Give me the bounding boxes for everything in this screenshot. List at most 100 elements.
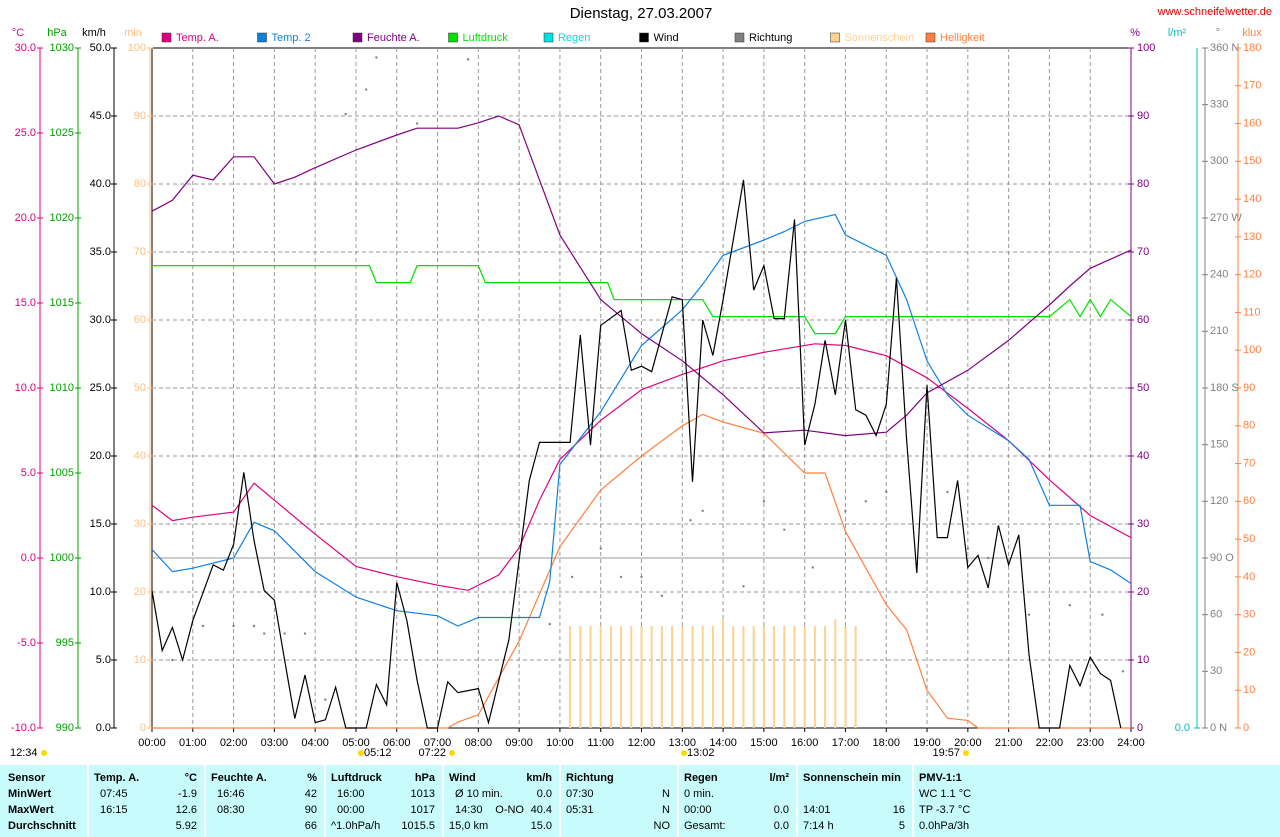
y-tick-label: 995 <box>56 637 74 649</box>
y-tick-label: 30 <box>134 518 146 530</box>
y-tick-label: 270 W <box>1210 212 1242 224</box>
y-tick-label: 5.0 <box>96 654 111 666</box>
direction-dot <box>762 500 766 503</box>
y-tick-label: 90 O <box>1210 552 1234 564</box>
y-tick-label: 1000 <box>50 552 74 564</box>
y-tick-label: 210 <box>1210 325 1228 337</box>
y-tick-label: 100 <box>128 42 146 54</box>
cell: Gesamt: <box>684 820 726 832</box>
cell: 07:45 <box>100 788 128 800</box>
axis-unit: hPa <box>47 27 67 39</box>
table-header: Sensor <box>8 772 46 784</box>
y-tick-label: 80 <box>134 178 146 190</box>
cell: 08:30 <box>217 804 245 816</box>
table-header: Sonnenschein min <box>803 772 901 784</box>
table-header: hPa <box>415 772 436 784</box>
time-annotation: 12:34 <box>10 747 38 759</box>
legend-swatch <box>925 32 936 43</box>
y-tick-label: 60 <box>134 314 146 326</box>
legend-swatch <box>257 32 267 43</box>
y-tick-label: 25.0 <box>15 127 36 139</box>
cell: 0.0hPa/3h <box>919 820 969 832</box>
row-label: MinWert <box>8 788 52 800</box>
x-tick-label: 19:00 <box>913 737 941 749</box>
x-tick-label: 05:00 <box>342 737 370 749</box>
y-tick-label: 150 <box>1210 439 1228 451</box>
y-tick-label: 0.0 <box>21 552 36 564</box>
y-tick-label: 30 <box>1210 665 1222 677</box>
x-tick-label: 01:00 <box>179 737 207 749</box>
x-tick-label: 04:00 <box>301 737 329 749</box>
cell: 15,0 km <box>449 820 488 832</box>
y-tick-label: 1015 <box>50 297 74 309</box>
y-tick-label: 40.0 <box>90 178 111 190</box>
y-tick-label: 20.0 <box>15 212 36 224</box>
direction-dot <box>303 632 307 635</box>
series-line <box>151 343 1132 591</box>
cell: 07:30 <box>566 788 594 800</box>
direction-dot <box>640 575 643 579</box>
cell: 05:31 <box>566 804 594 816</box>
direction-dot <box>548 622 551 626</box>
y-tick-label: 10.0 <box>90 586 111 598</box>
cell: 16:15 <box>100 804 128 816</box>
series-line <box>152 413 1131 729</box>
y-tick-label: 45.0 <box>90 110 111 122</box>
y-tick-label: 50 <box>1137 382 1149 394</box>
legend-swatch <box>352 32 363 43</box>
y-tick-label: 0.0 <box>1175 722 1190 734</box>
table-header: km/h <box>526 772 552 784</box>
cell: ^1.0hPa/h <box>331 820 380 832</box>
direction-dot <box>364 88 368 91</box>
y-tick-label: 50 <box>134 382 146 394</box>
y-tick-label: 70 <box>134 246 146 258</box>
legend-swatch <box>830 32 840 43</box>
x-tick-label: 21:00 <box>995 737 1023 749</box>
legend-swatch <box>448 32 458 43</box>
y-tick-label: 180 S <box>1210 382 1239 394</box>
cell: 14:01 <box>803 804 831 816</box>
direction-dot <box>885 490 888 494</box>
legend-label: Sonnenschein <box>845 32 915 44</box>
y-tick-label: 1010 <box>50 382 74 394</box>
cell: NO <box>654 820 671 832</box>
direction-dot <box>946 490 949 494</box>
y-tick-label: 35.0 <box>90 246 111 258</box>
y-tick-label: 180 <box>1243 42 1261 54</box>
y-tick-label: 90 <box>1137 110 1149 122</box>
direction-dot <box>660 594 664 597</box>
x-tick-label: 06:00 <box>383 737 411 749</box>
cell: N <box>662 788 670 800</box>
cell: 00:00 <box>684 804 712 816</box>
y-tick-label: 1030 <box>50 42 74 54</box>
table-header: Richtung <box>566 772 614 784</box>
legend-label: Helligkeit <box>940 32 985 44</box>
x-tick-label: 16:00 <box>791 737 819 749</box>
x-tick-label: 15:00 <box>750 737 778 749</box>
cell: O-NO <box>495 804 524 816</box>
legend-swatch <box>734 32 745 43</box>
y-tick-label: 120 <box>1243 269 1261 281</box>
cell: 5 <box>899 820 905 832</box>
legend-swatch <box>639 32 649 43</box>
y-tick-label: 5.0 <box>21 467 36 479</box>
cell: Ø 10 min. <box>455 788 503 800</box>
cell: 0.0 <box>774 820 789 832</box>
table-header: Temp. A. <box>94 772 139 784</box>
y-tick-label: -10.0 <box>11 722 36 734</box>
direction-dot <box>283 632 286 635</box>
direction-dot <box>619 575 623 579</box>
y-tick-label: 0 <box>1137 722 1143 734</box>
legend-label: Wind <box>654 32 679 44</box>
direction-dot <box>599 547 602 550</box>
y-tick-label: 60 <box>1243 495 1255 507</box>
y-tick-label: 1020 <box>50 212 74 224</box>
cell: WC 1.1 °C <box>919 788 971 800</box>
x-tick-label: 14:00 <box>709 737 737 749</box>
y-tick-label: 140 <box>1243 193 1261 205</box>
axis-unit: °C <box>12 27 24 39</box>
y-tick-label: 0.0 <box>96 722 111 734</box>
series-line <box>152 265 1132 335</box>
y-tick-label: 330 <box>1210 99 1228 111</box>
cell: 66 <box>305 820 317 832</box>
